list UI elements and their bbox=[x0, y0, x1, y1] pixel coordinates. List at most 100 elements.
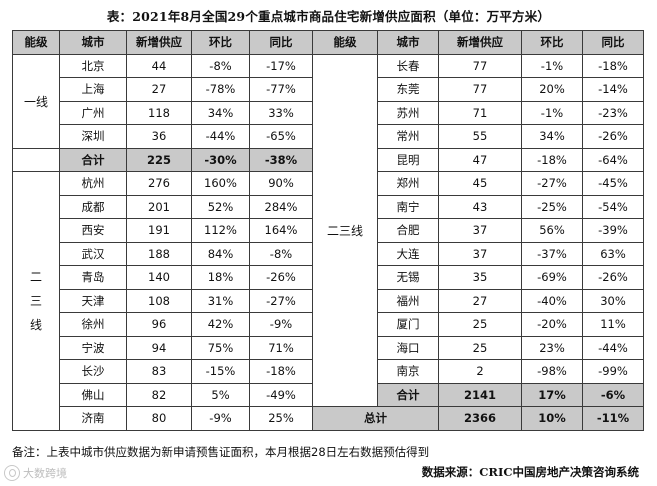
grand-total-mom-cell: 10% bbox=[521, 406, 583, 431]
left-yoy-cell: 284% bbox=[249, 194, 313, 219]
right-city-cell: 东莞 bbox=[377, 77, 439, 102]
right-city-cell: 苏州 bbox=[377, 100, 439, 125]
grand-total-supply-cell: 2366 bbox=[438, 406, 522, 431]
right-city-cell: 合计 bbox=[377, 382, 439, 407]
right-yoy-cell: -6% bbox=[582, 382, 644, 407]
right-mom-cell: 23% bbox=[521, 335, 583, 360]
right-yoy-cell: -23% bbox=[582, 100, 644, 125]
right-supply-cell: 77 bbox=[438, 53, 522, 78]
left-mom-cell: 84% bbox=[191, 241, 250, 266]
right-yoy-cell: 63% bbox=[582, 241, 644, 266]
left-yoy-cell: -26% bbox=[249, 265, 313, 290]
left-supply-cell: 225 bbox=[126, 147, 192, 172]
right-city-cell: 无锡 bbox=[377, 265, 439, 290]
right-city-cell: 福州 bbox=[377, 288, 439, 313]
left-supply-cell: 82 bbox=[126, 382, 192, 407]
right-mom-cell: -27% bbox=[521, 171, 583, 196]
left-supply-cell: 27 bbox=[126, 77, 192, 102]
left-mom-cell: -8% bbox=[191, 53, 250, 78]
left-city-cell: 青岛 bbox=[59, 265, 127, 290]
right-mom-cell: -37% bbox=[521, 241, 583, 266]
header-tier-left: 能级 bbox=[12, 30, 60, 55]
right-mom-cell: -40% bbox=[521, 288, 583, 313]
right-mom-cell: -18% bbox=[521, 147, 583, 172]
left-city-cell: 济南 bbox=[59, 406, 127, 431]
left-supply-cell: 96 bbox=[126, 312, 192, 337]
right-mom-cell: -69% bbox=[521, 265, 583, 290]
left-yoy-cell: -17% bbox=[249, 53, 313, 78]
right-supply-cell: 71 bbox=[438, 100, 522, 125]
tier-label-tier23-left: 二三线 bbox=[12, 171, 60, 431]
left-yoy-cell: 164% bbox=[249, 218, 313, 243]
left-yoy-cell: -77% bbox=[249, 77, 313, 102]
right-mom-cell: -25% bbox=[521, 194, 583, 219]
tier1-total-blank bbox=[12, 147, 60, 172]
right-city-cell: 合肥 bbox=[377, 218, 439, 243]
left-mom-cell: -9% bbox=[191, 406, 250, 431]
tier-label-tier1: 一线 bbox=[12, 53, 60, 149]
left-mom-cell: -44% bbox=[191, 124, 250, 149]
left-mom-cell: 75% bbox=[191, 335, 250, 360]
header-mom-left: 环比 bbox=[191, 30, 250, 55]
right-yoy-cell: -26% bbox=[582, 124, 644, 149]
table-row: 深圳 36 -44% -65% 常州 55 34% -26% bbox=[13, 124, 644, 149]
right-yoy-cell: -39% bbox=[582, 218, 644, 243]
left-mom-cell: 18% bbox=[191, 265, 250, 290]
right-yoy-cell: 30% bbox=[582, 288, 644, 313]
table-row: 宁波 94 75% 71% 海口 25 23% -44% bbox=[13, 335, 644, 360]
header-city-left: 城市 bbox=[59, 30, 127, 55]
header-city-right: 城市 bbox=[377, 30, 439, 55]
right-supply-cell: 2 bbox=[438, 359, 522, 384]
left-city-cell: 合计 bbox=[59, 147, 127, 172]
right-supply-cell: 37 bbox=[438, 218, 522, 243]
tier-label-tier23-right: 二三线 bbox=[312, 53, 378, 407]
right-supply-cell: 25 bbox=[438, 312, 522, 337]
right-supply-cell: 25 bbox=[438, 335, 522, 360]
right-yoy-cell: -64% bbox=[582, 147, 644, 172]
grand-total-yoy-cell: -11% bbox=[582, 406, 644, 431]
watermark: 大数跨境 bbox=[4, 465, 67, 481]
left-mom-cell: 34% bbox=[191, 100, 250, 125]
left-supply-cell: 94 bbox=[126, 335, 192, 360]
right-yoy-cell: -26% bbox=[582, 265, 644, 290]
table-row: 武汉 188 84% -8% 大连 37 -37% 63% bbox=[13, 241, 644, 266]
left-mom-cell: 160% bbox=[191, 171, 250, 196]
right-city-cell: 厦门 bbox=[377, 312, 439, 337]
left-supply-cell: 118 bbox=[126, 100, 192, 125]
left-city-cell: 徐州 bbox=[59, 312, 127, 337]
left-supply-cell: 108 bbox=[126, 288, 192, 313]
watermark-logo-icon bbox=[4, 465, 20, 481]
left-supply-cell: 201 bbox=[126, 194, 192, 219]
left-yoy-cell: 33% bbox=[249, 100, 313, 125]
right-mom-cell: 20% bbox=[521, 77, 583, 102]
right-city-cell: 郑州 bbox=[377, 171, 439, 196]
right-yoy-cell: -54% bbox=[582, 194, 644, 219]
left-supply-cell: 188 bbox=[126, 241, 192, 266]
right-city-cell: 海口 bbox=[377, 335, 439, 360]
right-mom-cell: 56% bbox=[521, 218, 583, 243]
left-supply-cell: 36 bbox=[126, 124, 192, 149]
left-yoy-cell: -65% bbox=[249, 124, 313, 149]
table-row: 青岛 140 18% -26% 无锡 35 -69% -26% bbox=[13, 265, 644, 290]
left-city-cell: 北京 bbox=[59, 53, 127, 78]
left-mom-cell: 42% bbox=[191, 312, 250, 337]
right-city-cell: 长春 bbox=[377, 53, 439, 78]
footnote: 备注：上表中城市供应数据为新申请预售证面积，本月根据28日左右数据预估得到 bbox=[12, 445, 430, 459]
right-mom-cell: -20% bbox=[521, 312, 583, 337]
left-mom-cell: 5% bbox=[191, 382, 250, 407]
left-supply-cell: 80 bbox=[126, 406, 192, 431]
grand-total-label: 总计 bbox=[312, 406, 439, 431]
table-title: 表：2021年8月全国29个重点城市商品住宅新增供应面积（单位：万平方米） bbox=[106, 9, 551, 24]
table-row: 佛山 82 5% -49% 合计 2141 17% -6% bbox=[13, 382, 644, 407]
header-mom-right: 环比 bbox=[521, 30, 583, 55]
left-supply-cell: 191 bbox=[126, 218, 192, 243]
left-supply-cell: 276 bbox=[126, 171, 192, 196]
left-city-cell: 上海 bbox=[59, 77, 127, 102]
table-row: 广州 118 34% 33% 苏州 71 -1% -23% bbox=[13, 100, 644, 125]
right-yoy-cell: -99% bbox=[582, 359, 644, 384]
left-yoy-cell: -49% bbox=[249, 382, 313, 407]
left-mom-cell: 31% bbox=[191, 288, 250, 313]
left-city-cell: 成都 bbox=[59, 194, 127, 219]
right-mom-cell: -98% bbox=[521, 359, 583, 384]
watermark-text: 大数跨境 bbox=[23, 467, 67, 480]
